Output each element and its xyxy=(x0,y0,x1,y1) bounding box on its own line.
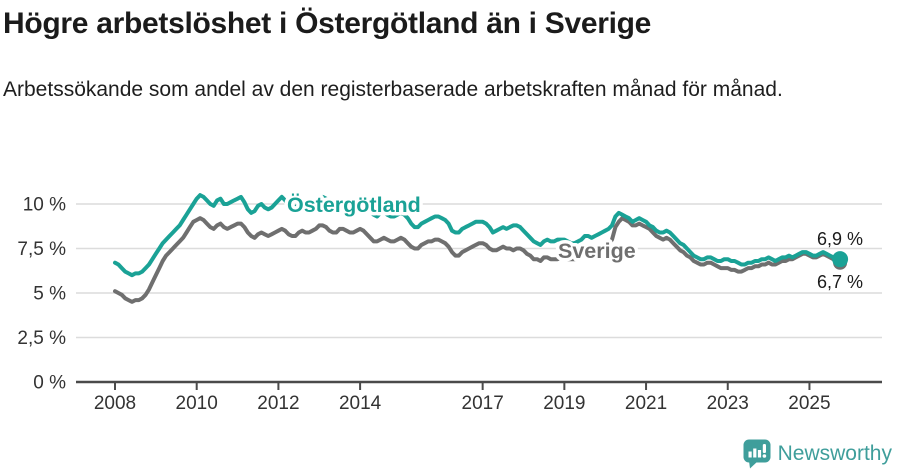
chart-title: Högre arbetslöshet i Östergötland än i S… xyxy=(3,7,652,40)
end-value-label-ostergotland: 6,9 % xyxy=(817,229,863,249)
series-line-ostergotland xyxy=(113,193,843,278)
x-tick-label: 2025 xyxy=(788,393,830,414)
x-tick-label: 2012 xyxy=(257,393,299,414)
newsworthy-logo-icon xyxy=(743,439,771,469)
x-tick-label: 2019 xyxy=(543,393,585,414)
y-tick-label: 7,5 % xyxy=(17,239,66,260)
end-value-label-sverige: 6,7 % xyxy=(817,272,863,292)
y-tick-label: 2,5 % xyxy=(17,328,66,349)
newsworthy-brand: Newsworthy xyxy=(743,439,892,469)
y-tick-label: 10 % xyxy=(23,195,66,216)
x-tick-label: 2021 xyxy=(625,393,667,414)
series-label-sverige: Sverige xyxy=(558,239,636,263)
series-label-ostergotland: Östergötland xyxy=(287,192,421,217)
chart-subtitle: Arbetssökande som andel av den registerb… xyxy=(3,78,783,101)
series-end-dot-ostergotland xyxy=(832,251,849,268)
x-tick-label: 2023 xyxy=(707,393,749,414)
x-tick-label: 2008 xyxy=(94,393,136,414)
y-tick-label: 0 % xyxy=(33,373,66,394)
y-tick-label: 5 % xyxy=(33,284,66,305)
x-tick-label: 2017 xyxy=(462,393,504,414)
series-line-sverige xyxy=(113,216,843,304)
newsworthy-wordmark: Newsworthy xyxy=(777,442,892,465)
x-tick-label: 2010 xyxy=(176,393,218,414)
x-tick-label: 2014 xyxy=(339,393,382,414)
